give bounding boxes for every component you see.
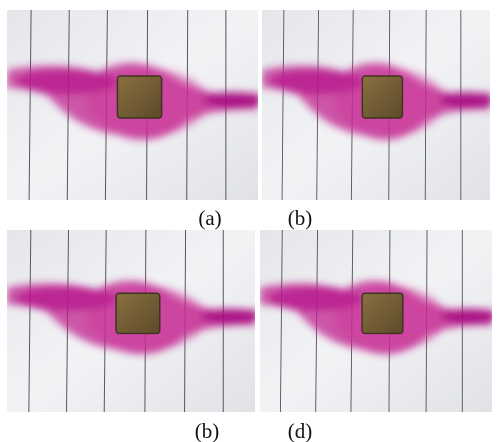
photo <box>7 230 260 412</box>
caption: (d) <box>288 419 313 442</box>
caption: (b) <box>288 206 313 230</box>
caption: (b) <box>195 419 220 442</box>
photo <box>260 230 497 412</box>
figure: (a) (b) (b) (d) <box>0 0 497 442</box>
photo <box>262 10 495 200</box>
photo <box>7 10 263 200</box>
caption: (a) <box>198 206 221 230</box>
page: (a) (b) (b) (d) (() => { const data = JS… <box>0 0 497 442</box>
